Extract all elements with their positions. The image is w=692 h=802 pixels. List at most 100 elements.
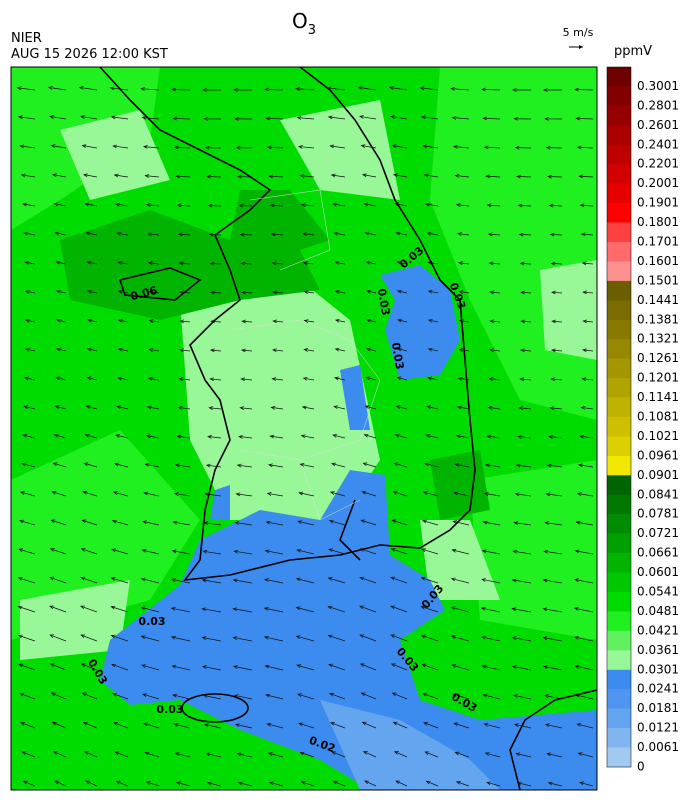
colorbar-swatch <box>607 203 631 223</box>
wind-arrow <box>452 693 470 700</box>
wind-arrow <box>577 463 594 468</box>
wind-arrow <box>511 607 532 613</box>
wind-arrow <box>148 348 160 352</box>
wind-arrow <box>301 405 315 410</box>
wind-arrow <box>206 174 222 179</box>
wind-arrow <box>514 145 532 150</box>
wind-arrow <box>54 231 67 236</box>
colorbar-label: 0.2201 <box>637 157 679 171</box>
colorbar-swatch <box>607 280 631 301</box>
colorbar-swatch <box>607 397 631 418</box>
wind-arrow <box>115 202 129 207</box>
wind-arrow <box>113 173 129 178</box>
wind-arrow <box>203 723 222 729</box>
wind-arrow <box>456 405 470 410</box>
wind-arrow <box>458 348 470 352</box>
wind-arrow <box>574 664 594 671</box>
wind-arrow <box>140 87 160 91</box>
wind-arrow <box>173 723 191 729</box>
wind-arrow <box>390 605 408 613</box>
wind-arrow <box>112 491 129 497</box>
wind-arrow <box>299 174 315 178</box>
colorbar-label: 0.0961 <box>637 448 679 462</box>
wind-arrow <box>361 173 377 178</box>
wind-arrows <box>16 86 594 787</box>
wind-arrow <box>206 781 222 787</box>
wind-arrow <box>427 289 439 294</box>
wind-arrow <box>210 319 222 324</box>
wind-arrow <box>396 347 408 352</box>
wind-arrow <box>295 87 315 91</box>
wind-arrow <box>303 348 315 352</box>
wind-arrow <box>424 751 439 758</box>
colorbar-swatch <box>607 378 631 398</box>
colorbar-swatch <box>607 261 631 282</box>
wind-arrow <box>80 548 98 555</box>
wind-arrow <box>549 406 563 410</box>
wind-arrow <box>451 664 470 671</box>
wind-arrow <box>489 348 501 353</box>
wind-arrow <box>201 578 222 584</box>
contour-label: 0.03 <box>138 615 165 628</box>
wind-arrow <box>82 490 98 497</box>
wind-arrow <box>482 520 501 526</box>
wind-arrow <box>542 607 563 613</box>
wind-arrow <box>327 577 346 584</box>
wind-arrow <box>207 203 222 208</box>
wind-arrow <box>201 636 222 642</box>
wind-arrow <box>238 435 253 439</box>
wind-arrow <box>303 319 315 323</box>
colorbar-swatch <box>607 572 631 593</box>
wind-arrow <box>576 723 594 729</box>
wind-arrow <box>202 549 222 555</box>
wind-arrow <box>177 406 191 410</box>
wind-arrow <box>542 665 563 671</box>
wind-arrow <box>332 434 346 439</box>
colorbar-label: 0.1141 <box>637 390 679 404</box>
wind-arrow <box>51 490 67 497</box>
wind-arrow <box>390 634 408 642</box>
colorbar-swatch <box>607 533 631 554</box>
wind-arrow <box>235 145 253 150</box>
wind-arrow <box>427 318 439 323</box>
wind-arrow <box>174 752 191 758</box>
wind-arrow <box>549 232 563 237</box>
wind-arrow <box>489 290 501 295</box>
wind-arrow <box>111 519 129 526</box>
wind-arrow <box>299 463 315 468</box>
colorbar-label: 0.0301 <box>637 662 679 676</box>
wind-arrow <box>425 202 439 207</box>
wind-arrow <box>513 723 532 729</box>
wind-arrow <box>266 492 284 497</box>
wind-arrow <box>390 663 408 671</box>
wind-arrow <box>205 752 222 758</box>
wind-arrow <box>334 347 346 352</box>
wind-arrow <box>240 261 253 266</box>
wind-arrow <box>141 693 160 700</box>
wind-arrow <box>421 663 439 671</box>
wind-arrow <box>391 519 408 526</box>
wind-arrow <box>115 780 129 787</box>
colorbar-label: 0.1601 <box>637 254 679 268</box>
colorbar-swatch <box>607 650 631 671</box>
wind-arrow <box>209 377 222 382</box>
wind-arrow <box>111 692 129 700</box>
wind-arrow <box>22 780 36 787</box>
wind-arrow <box>50 692 67 700</box>
wind-arrow <box>422 144 439 149</box>
wind-arrow <box>22 434 36 439</box>
wind-arrow <box>366 318 377 323</box>
wind-arrow <box>363 202 377 207</box>
wind-arrow <box>573 635 594 642</box>
wind-arrow <box>542 578 563 584</box>
colorbar-label: 0.0601 <box>637 565 679 579</box>
wind-arrow <box>582 290 594 295</box>
wind-arrow <box>519 348 532 353</box>
datetime: AUG 15 2026 12:00 KST <box>11 47 168 62</box>
colorbar-label: 0.2001 <box>637 176 679 190</box>
wind-arrow <box>267 752 284 758</box>
wind-arrow <box>486 203 501 208</box>
wind-arrow <box>427 376 439 381</box>
wind-arrow <box>295 635 315 642</box>
wind-arrow <box>328 692 346 700</box>
